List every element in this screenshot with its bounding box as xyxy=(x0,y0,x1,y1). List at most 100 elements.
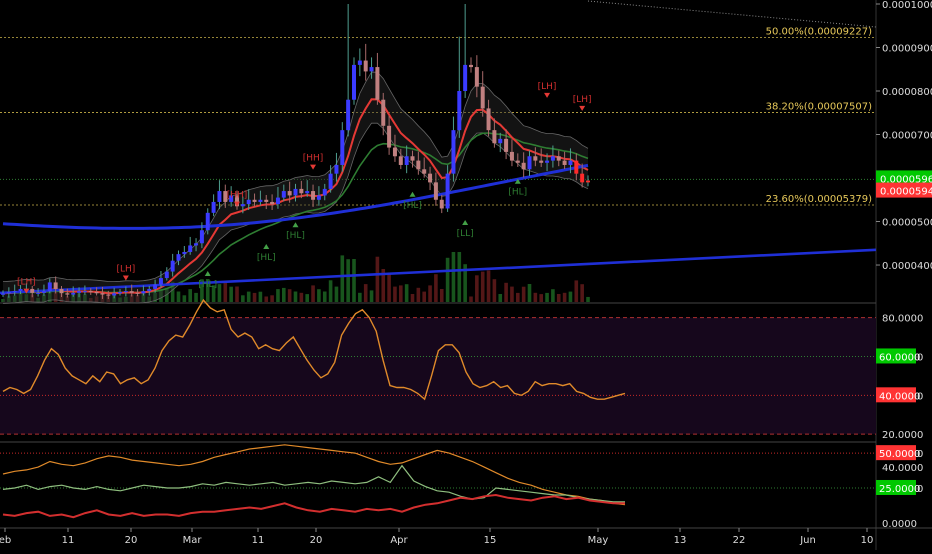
pivot-label: [HL] xyxy=(403,201,422,211)
volume-bar xyxy=(469,296,473,302)
candle-body xyxy=(135,292,140,294)
candle-body xyxy=(270,201,275,205)
pivot-arrow xyxy=(122,275,129,281)
pivot-arrow xyxy=(544,92,551,98)
volume-bar xyxy=(586,296,590,302)
volume-bar xyxy=(568,291,573,302)
candle-body xyxy=(457,91,462,131)
pivot-arrow xyxy=(234,201,240,207)
time-axis: eb 11 20 Mar 11 20 Apr 15 May 13 22 Jun 10 xyxy=(0,528,873,546)
candle-body xyxy=(240,204,245,207)
adx-tick-label: 0.0000 xyxy=(882,519,917,530)
volume-bar xyxy=(287,289,292,302)
candle-body xyxy=(580,173,585,183)
candle-body xyxy=(410,156,415,161)
volume-bar xyxy=(159,289,163,302)
candle-body xyxy=(334,164,339,174)
volume-bar xyxy=(556,294,561,302)
volume-bar xyxy=(264,296,269,302)
candle-body xyxy=(264,199,269,202)
volume-bar xyxy=(422,291,426,302)
candle-body xyxy=(387,125,392,148)
volume-bar xyxy=(211,285,216,302)
volume-bar xyxy=(299,292,304,302)
volume-bar xyxy=(252,292,257,302)
rsi-band xyxy=(0,317,876,435)
candle-body xyxy=(182,251,187,255)
candle-body xyxy=(346,99,351,131)
pivot-label: [LH] xyxy=(538,82,557,92)
volume-bar xyxy=(200,279,204,302)
volume-bar xyxy=(83,294,87,302)
annotation-layer: [LH] [LH] [HH] [HH] [LH] [LH] [HL] [HL] [HL] [HL]… xyxy=(17,82,592,294)
candle-body xyxy=(509,151,514,161)
candle-body xyxy=(504,138,509,152)
pivot-label: [HH] xyxy=(303,154,324,164)
candle-body xyxy=(194,243,199,246)
fib-level-label: 23.60%(0.00005379) xyxy=(766,194,872,205)
volume-bar xyxy=(387,272,391,302)
candle-body xyxy=(258,199,263,202)
price-tick-label: 0.00010000 xyxy=(882,0,932,11)
candle-body xyxy=(305,191,310,194)
candle-body xyxy=(112,293,117,296)
candle-body xyxy=(299,188,304,194)
pivot-arrow xyxy=(263,243,270,249)
candle-body xyxy=(59,288,64,294)
volume-bar xyxy=(463,264,467,302)
rsi-badge xyxy=(876,387,916,403)
candle-body xyxy=(164,271,169,279)
candle-body xyxy=(586,180,590,183)
candles-layer xyxy=(1,4,590,300)
volume-bar xyxy=(71,294,75,302)
volume-bar xyxy=(562,292,567,302)
candle-body xyxy=(153,284,158,289)
volume-bar xyxy=(416,287,421,302)
volume-bar xyxy=(276,289,280,302)
volume-bar xyxy=(311,285,315,302)
price-badge-label: 0.00005941 xyxy=(880,187,932,198)
volume-bar xyxy=(194,292,198,302)
volume-bar xyxy=(182,295,187,302)
candle-body xyxy=(357,60,362,65)
candle-body xyxy=(211,201,216,213)
candle-body xyxy=(381,99,386,126)
volume-bar xyxy=(153,292,157,302)
candle-body xyxy=(100,293,105,295)
volume-bar xyxy=(457,252,462,302)
volume-bar xyxy=(30,294,35,302)
candle-body xyxy=(486,108,491,131)
time-tick-label: 13 xyxy=(674,535,687,546)
time-tick-label: 22 xyxy=(733,535,746,546)
candle-body xyxy=(550,156,555,161)
volume-bar xyxy=(352,259,356,302)
volume-bar xyxy=(235,286,239,302)
candle-body xyxy=(235,195,239,207)
volume-bar xyxy=(176,291,181,302)
time-tick-label: Mar xyxy=(183,535,203,546)
volume-bar xyxy=(539,294,543,302)
volume-bar xyxy=(241,295,245,302)
candle-body xyxy=(65,293,70,295)
candle-body xyxy=(369,67,374,72)
candle-body xyxy=(474,67,479,87)
candle-body xyxy=(41,291,46,293)
candle-body xyxy=(217,191,222,202)
candle-body xyxy=(328,173,333,189)
fibonacci-layer: 50.00%(0.00009227) 38.20%(0.00007507) 23.6… xyxy=(0,0,877,206)
volume-bar xyxy=(340,255,345,302)
candle-body xyxy=(188,245,193,252)
volume-bar xyxy=(328,280,333,302)
candle-body xyxy=(498,138,503,144)
volume-bar xyxy=(270,295,274,302)
candle-body xyxy=(229,195,234,202)
volume-bar xyxy=(246,291,251,302)
pivot-label: [HL] xyxy=(257,253,276,263)
candle-body xyxy=(404,156,409,165)
pivot-label: [HL] xyxy=(198,280,217,290)
adx-series-line xyxy=(2,444,626,506)
pivot-label: [HH] xyxy=(227,191,248,201)
candle-body xyxy=(363,60,368,72)
adx-badge xyxy=(876,445,916,461)
volume-bar xyxy=(12,295,17,302)
